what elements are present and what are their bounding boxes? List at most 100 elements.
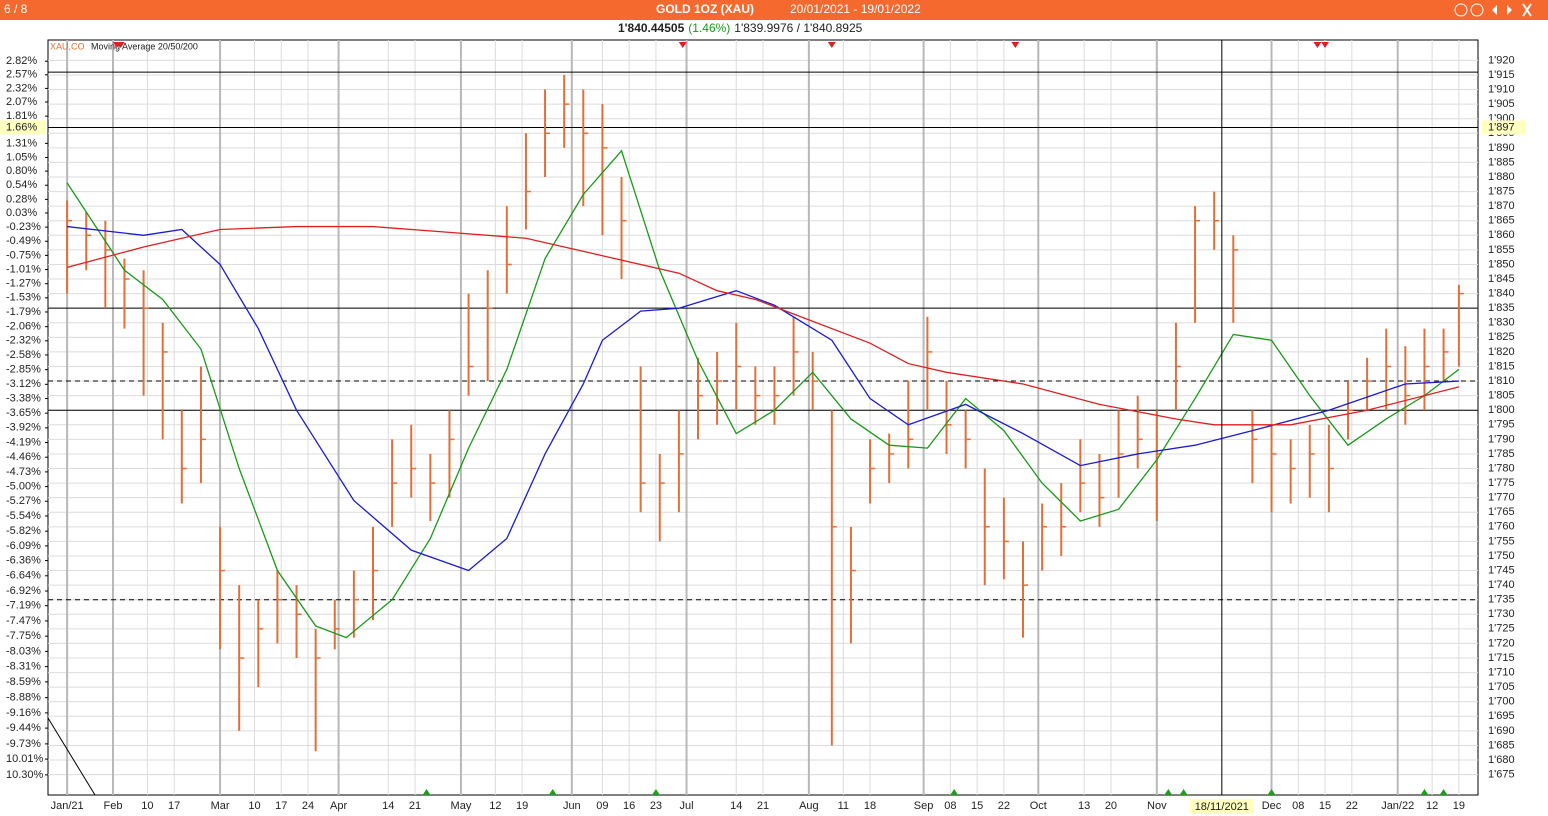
y-tick-label: 1'880	[1488, 171, 1515, 183]
y2-tick-label: 0.28%	[6, 193, 37, 205]
y2-tick-label: 1.31%	[6, 137, 37, 149]
y-tick-label: 1'695	[1488, 710, 1515, 722]
level-label-box	[1482, 120, 1526, 135]
page-counter: 6 / 8	[4, 2, 28, 16]
y2-tick-label: 2.57%	[6, 69, 37, 81]
moving-average	[67, 225, 1459, 572]
y-tick-label: 1'710	[1488, 666, 1515, 678]
y2-tick-label: -8.03%	[6, 645, 41, 657]
buy-signal	[1267, 789, 1276, 795]
y2-tick-label: -3.12%	[6, 378, 41, 390]
y2-tick-label: -6.09%	[6, 540, 41, 552]
level-label-box	[0, 120, 46, 135]
y-tick-label: 1'815	[1488, 360, 1515, 372]
y2-tick-label: -0.75%	[6, 249, 41, 261]
y2-tick-label: -5.27%	[6, 495, 41, 507]
y-tick-label: 1'845	[1488, 273, 1515, 285]
bid-ask: 1'839.9976 / 1'840.8925	[734, 21, 862, 35]
y-tick-label: 1'725	[1488, 623, 1515, 635]
x-tick-label: 21	[409, 800, 421, 812]
corner-line	[47, 717, 96, 796]
zoom-out[interactable]	[1454, 3, 1468, 17]
y2-tick-label: -5.82%	[6, 525, 41, 537]
y-tick-label: 1'830	[1488, 317, 1515, 329]
y2-tick-label: -7.75%	[6, 630, 41, 642]
y-tick-label: 1'720	[1488, 637, 1515, 649]
x-tick-label: 19	[516, 800, 528, 812]
y2-tick-label: 0.03%	[6, 207, 37, 219]
x-tick-label: 22	[998, 800, 1010, 812]
sell-signal	[1313, 42, 1322, 48]
x-tick-label: Nov	[1147, 800, 1167, 812]
y2-tick-label: -9.73%	[6, 738, 41, 750]
prev[interactable]	[1492, 5, 1497, 15]
x-tick-label: 20	[1105, 800, 1117, 812]
zoom-in[interactable]	[1470, 3, 1484, 17]
x-tick-label: 12	[1426, 800, 1438, 812]
y2-tick-label: -1.01%	[6, 263, 41, 275]
y-tick-label: 1'865	[1488, 215, 1515, 227]
moving-average	[66, 225, 1460, 426]
quote-line: 1'840.44505 (1.46%) 1'839.9976 / 1'840.892…	[618, 21, 863, 35]
y2-tick-label: -8.31%	[6, 661, 41, 673]
buy-signal	[1439, 789, 1448, 795]
y-tick-label: 1'685	[1488, 739, 1515, 751]
buy-signal	[651, 789, 660, 795]
y2-tick-label: -4.46%	[6, 451, 41, 463]
y-tick-label: 1'915	[1488, 69, 1515, 81]
y-tick-label: 1'810	[1488, 375, 1515, 387]
x-tick-label: 11	[838, 800, 849, 812]
x-tick-label: May	[451, 800, 472, 812]
x-tick-label: Apr	[330, 800, 347, 812]
y2-tick-label: 2.07%	[6, 96, 37, 108]
y-tick-label: 1'860	[1488, 229, 1515, 241]
y2-tick-label: -8.59%	[6, 676, 41, 688]
x-tick-label: Jan/22	[1381, 800, 1414, 812]
y2-tick-label: -3.38%	[6, 392, 41, 404]
y2-tick-label: -9.16%	[6, 707, 41, 719]
x-tick-label: 10	[248, 800, 260, 812]
x-tick-label: Dec	[1262, 800, 1282, 812]
y2-tick-label: 1.05%	[6, 151, 37, 163]
x-tick-label: 14	[382, 800, 394, 812]
x-tick-label: 09	[596, 800, 608, 812]
y-tick-label: 1'730	[1488, 608, 1515, 620]
buy-signal	[548, 789, 557, 795]
y2-tick-label: -2.32%	[6, 335, 41, 347]
y-tick-label: 1'780	[1488, 462, 1515, 474]
y-tick-label: 1'745	[1488, 564, 1515, 576]
close[interactable]	[1522, 3, 1532, 17]
next[interactable]	[1507, 5, 1512, 15]
x-tick-label: Jan/21	[51, 800, 84, 812]
title-bar	[0, 0, 1548, 20]
y-tick-label: 1'735	[1488, 594, 1515, 606]
legend: Moving Average 20/50/200	[91, 41, 198, 51]
moving-average	[66, 149, 1460, 639]
x-tick-label: 16	[623, 800, 635, 812]
y-tick-label: 1'700	[1488, 696, 1515, 708]
buy-signal	[1420, 789, 1429, 795]
y2-tick-label: -7.47%	[6, 615, 41, 627]
level-label: 1'897	[1488, 121, 1515, 133]
y-tick-label: 1'755	[1488, 535, 1515, 547]
x-tick-label: 21	[757, 800, 769, 812]
y-tick-label: 1'690	[1488, 725, 1515, 737]
x-tick-label: Jul	[679, 800, 693, 812]
sell-signal	[1011, 42, 1020, 48]
y-tick-label: 1'795	[1488, 419, 1515, 431]
x-tick-label: 18	[864, 800, 876, 812]
date-range: 20/01/2021 - 19/01/2022	[790, 2, 921, 16]
y-tick-label: 1'765	[1488, 506, 1515, 518]
window-controls[interactable]	[1454, 3, 1532, 17]
x-tick-label: 17	[275, 800, 287, 812]
y2-tick-label: -5.00%	[6, 480, 41, 492]
y2-tick-label: -2.06%	[6, 321, 41, 333]
y-tick-label: 1'770	[1488, 492, 1515, 504]
x-tick-label: Jun	[563, 800, 581, 812]
buy-signal	[422, 789, 431, 795]
y2-tick-label: -3.65%	[6, 407, 41, 419]
y-tick-label: 1'910	[1488, 83, 1515, 95]
y-tick-label: 1'840	[1488, 288, 1515, 300]
